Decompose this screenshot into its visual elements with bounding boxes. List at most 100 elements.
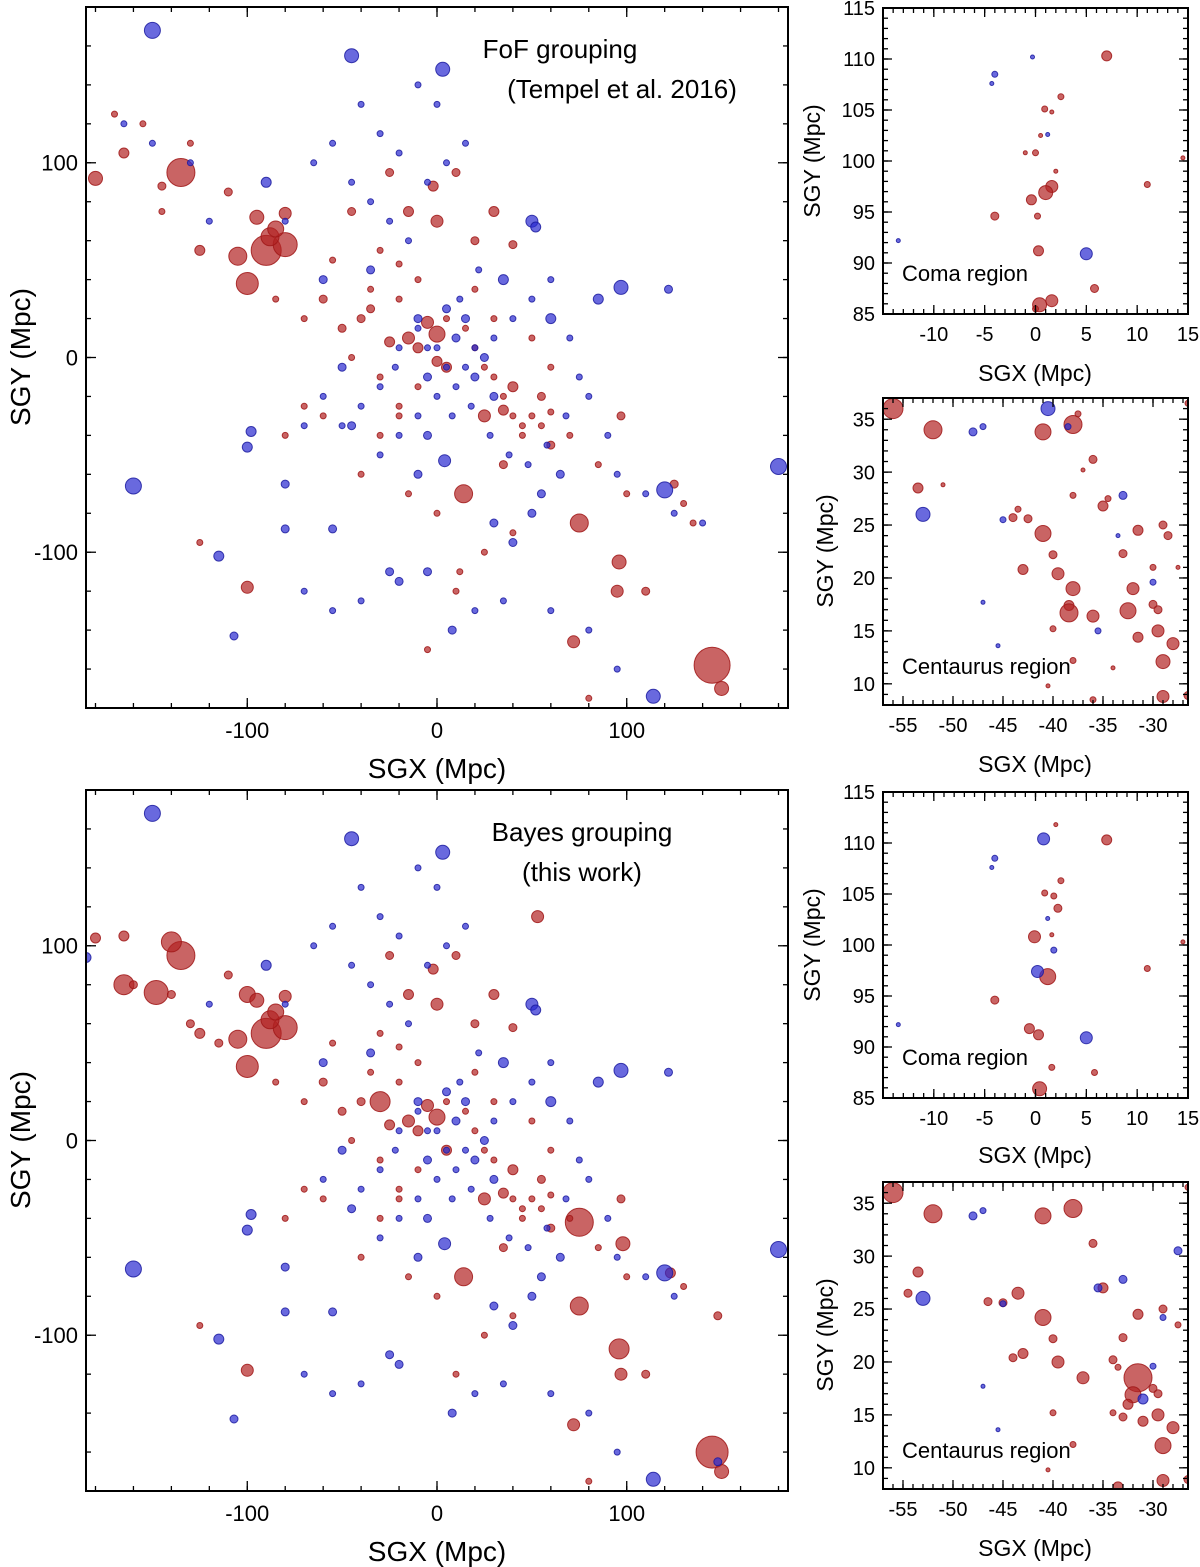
blue-group-marker [528, 295, 536, 303]
red-group-marker [912, 1266, 924, 1278]
red-group-marker [490, 315, 498, 323]
blue-group-marker [508, 538, 518, 547]
red-group-marker [498, 1243, 508, 1253]
red-group-marker [456, 568, 464, 576]
x-axis-label: SGX (Mpc) [978, 360, 1092, 386]
axis-ticks: -55 -50 -45 -40 -35 -30 10 15 20 25 30 35 [853, 1181, 1188, 1521]
blue-group-marker [280, 1262, 290, 1272]
blue-group-marker [391, 363, 399, 371]
blue-group-marker [527, 1291, 537, 1301]
blue-group-marker [310, 942, 318, 950]
red-group-marker [1049, 109, 1055, 115]
blue-group-marker [547, 1390, 555, 1398]
red-group-marker [1017, 1348, 1029, 1359]
scatter-points [883, 1182, 1188, 1489]
panel-bottom-centaurus: -55 -50 -45 -40 -35 -30 10 15 20 25 30 35 Centaurus… [812, 1181, 1189, 1561]
blue-group-marker [395, 344, 403, 352]
blue-group-marker [395, 149, 403, 157]
y-tick-label: 105 [842, 100, 875, 122]
red-group-marker [1051, 567, 1065, 581]
blue-group-marker [300, 422, 308, 430]
red-group-marker [1053, 168, 1059, 174]
red-group-marker [414, 276, 422, 284]
blue-group-marker [438, 1237, 452, 1251]
red-group-marker [384, 1119, 396, 1131]
red-group-marker [471, 285, 479, 293]
blue-group-marker [613, 1448, 621, 1456]
blue-group-marker [241, 441, 253, 453]
y-tick-label: -100 [34, 540, 78, 565]
red-group-marker [452, 587, 460, 595]
blue-group-marker [1040, 401, 1056, 417]
red-group-marker [1045, 683, 1051, 689]
red-group-marker [428, 325, 446, 343]
red-group-marker [1069, 657, 1077, 664]
blue-group-marker [664, 1067, 673, 1077]
blue-group-marker [329, 607, 337, 615]
blue-group-marker [479, 353, 489, 362]
scatter-points [895, 50, 1186, 313]
blue-group-marker [915, 1290, 931, 1306]
blue-group-marker [509, 315, 517, 323]
red-group-marker [403, 206, 414, 217]
blue-group-marker [562, 1195, 570, 1203]
red-group-marker [1032, 1081, 1048, 1097]
red-group-marker [1008, 513, 1018, 523]
red-group-marker [366, 304, 376, 314]
blue-group-marker [524, 1244, 532, 1252]
red-group-marker [1053, 822, 1059, 828]
blue-group-marker [451, 333, 461, 343]
blue-group-marker [143, 804, 161, 822]
red-group-marker [490, 1098, 498, 1106]
blue-group-marker [999, 1300, 1007, 1308]
red-group-marker [395, 1078, 403, 1086]
blue-group-marker [443, 1146, 450, 1154]
red-group-marker [616, 1194, 626, 1204]
red-group-marker [267, 220, 285, 238]
blue-group-marker [405, 237, 412, 245]
annotation-line-1: Bayes grouping [492, 817, 673, 847]
blue-group-marker [414, 412, 422, 420]
blue-group-marker [424, 1127, 431, 1135]
red-group-marker [1151, 624, 1165, 638]
red-group-marker [1153, 1389, 1163, 1399]
y-tick-label: 25 [853, 515, 875, 537]
red-group-marker [384, 336, 396, 348]
red-group-marker [569, 513, 589, 533]
red-group-marker [357, 1253, 365, 1261]
red-group-marker [509, 412, 517, 420]
blue-group-marker [229, 1414, 239, 1424]
red-group-marker [499, 392, 507, 400]
annotation-line-2: (Tempel et al. 2016) [507, 74, 737, 104]
y-tick-label: 10 [853, 674, 875, 696]
red-group-marker [1109, 1409, 1117, 1417]
blue-group-marker [280, 524, 290, 534]
red-group-marker [1041, 105, 1049, 113]
red-group-marker [196, 1322, 204, 1329]
red-group-marker [1153, 605, 1163, 615]
blue-group-marker [367, 981, 375, 989]
red-group-marker [452, 1370, 460, 1378]
red-group-marker [1112, 1481, 1124, 1489]
blue-group-marker [348, 961, 356, 969]
red-group-marker [376, 1214, 384, 1222]
red-group-marker [376, 1156, 384, 1164]
red-group-marker [1118, 1412, 1128, 1422]
blue-group-marker [585, 1409, 593, 1417]
blue-group-marker [467, 1185, 475, 1193]
blue-group-marker [980, 599, 986, 605]
blue-group-marker [543, 441, 551, 449]
red-group-marker [614, 1367, 628, 1381]
blue-group-marker [433, 392, 441, 400]
red-group-marker [1057, 877, 1065, 885]
blue-group-marker [394, 576, 404, 586]
red-group-marker [480, 363, 488, 371]
blue-group-marker [86, 952, 92, 963]
annotation-line-1: Coma region [902, 261, 1028, 286]
blue-group-marker [329, 922, 337, 930]
red-group-marker [1049, 1409, 1057, 1417]
blue-group-marker [386, 217, 394, 225]
blue-group-marker [664, 284, 673, 294]
blue-group-marker [385, 567, 395, 577]
